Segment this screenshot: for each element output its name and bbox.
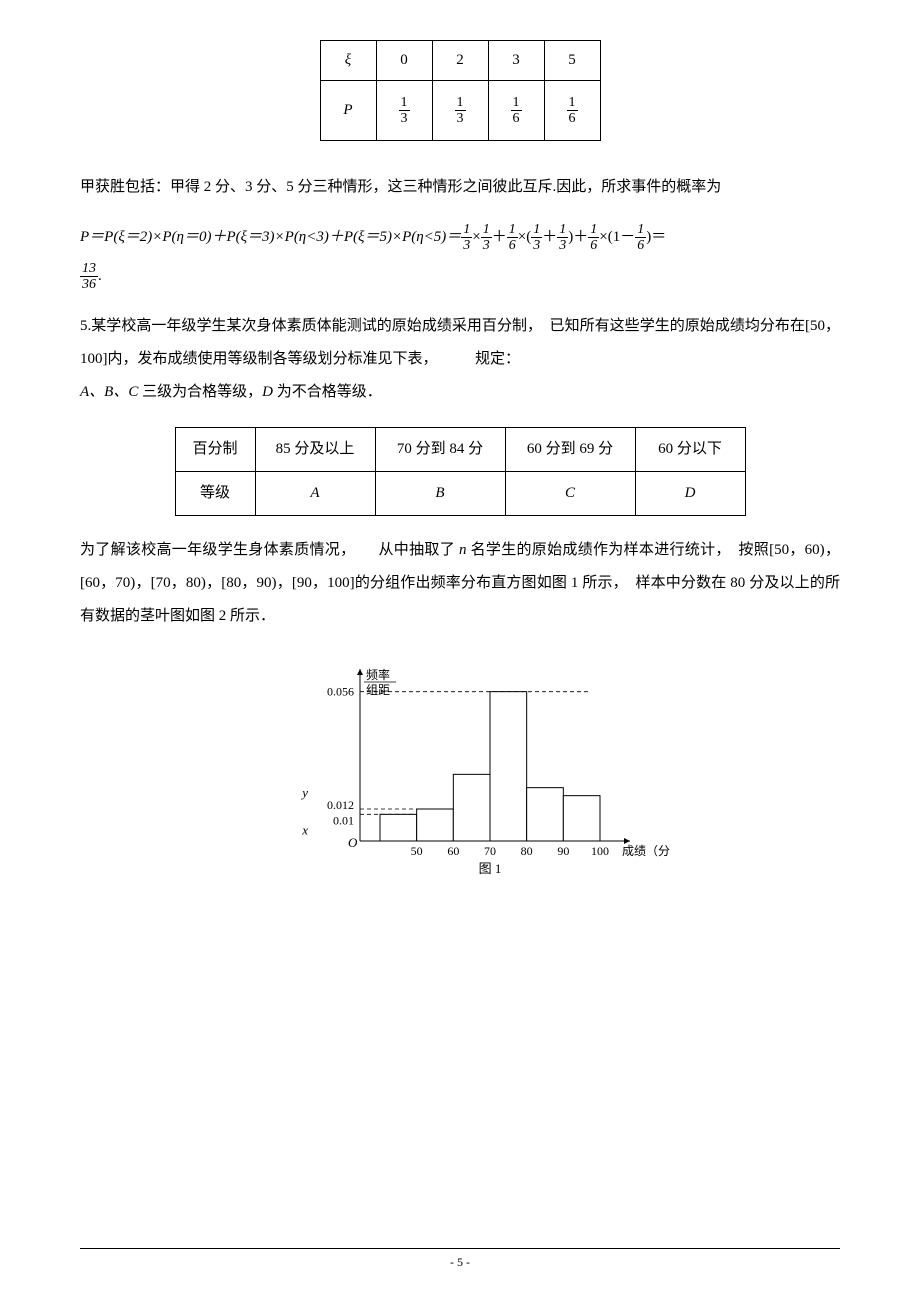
svg-text:x: x <box>301 822 308 837</box>
grade-col-2: C <box>505 472 635 516</box>
page-number: - 5 - <box>450 1255 470 1269</box>
svg-text:50: 50 <box>411 844 423 858</box>
paragraph-win-cases: 甲获胜包括：甲得 2 分、3 分、5 分三种情形，这三种情形之间彼此互斥.因此，… <box>80 171 840 204</box>
grade-col-1: B <box>375 472 505 516</box>
svg-text:90: 90 <box>557 844 569 858</box>
p-col-0: 13 <box>376 81 432 141</box>
xi-header: ξ <box>320 41 376 81</box>
probability-equation: P＝P(ξ＝2)×P(η＝0)＋P(ξ＝3)×P(η<3)＋P(ξ＝5)×P(η… <box>80 218 840 296</box>
svg-text:60: 60 <box>447 844 459 858</box>
svg-text:100: 100 <box>591 844 609 858</box>
grade-col-3: D <box>635 472 745 516</box>
grade-header: 等级 <box>175 472 255 516</box>
svg-text:频率: 频率 <box>366 667 390 682</box>
grade-criteria-table: 百分制 85 分及以上 70 分到 84 分 60 分到 69 分 60 分以下… <box>175 427 746 516</box>
svg-text:组距: 组距 <box>366 683 390 697</box>
xi-col-0: 0 <box>376 41 432 81</box>
score-col-3: 60 分以下 <box>635 428 745 472</box>
svg-text:80: 80 <box>521 844 533 858</box>
svg-text:0.056: 0.056 <box>327 685 354 699</box>
svg-text:图 1: 图 1 <box>479 861 502 876</box>
xi-col-1: 2 <box>432 41 488 81</box>
paragraph-sampling: 为了解该校高一年级学生身体素质情况， 从中抽取了 n 名学生的原始成绩作为样本进… <box>80 534 840 633</box>
svg-text:y: y <box>300 785 308 800</box>
grade-col-0: A <box>255 472 375 516</box>
problem-5-text: 5.某学校高一年级学生某次身体素质体能测试的原始成绩采用百分制， 已知所有这些学… <box>80 310 840 409</box>
score-col-1: 70 分到 84 分 <box>375 428 505 472</box>
p-col-2: 16 <box>488 81 544 141</box>
p-col-1: 13 <box>432 81 488 141</box>
score-header: 百分制 <box>175 428 255 472</box>
xi-distribution-table: ξ 0 2 3 5 P 13 13 16 16 <box>320 40 601 141</box>
svg-text:0.012: 0.012 <box>327 798 354 812</box>
page-footer: - 5 - <box>80 1248 840 1274</box>
score-col-0: 85 分及以上 <box>255 428 375 472</box>
svg-text:O: O <box>348 835 358 850</box>
histogram-figure-1: 0.056 0.0120.01 y x 频率组距 O 50 60 70 80 90 100 成绩（分） 图… <box>250 651 670 881</box>
p-col-3: 16 <box>544 81 600 141</box>
p-header: P <box>320 81 376 141</box>
score-col-2: 60 分到 69 分 <box>505 428 635 472</box>
svg-text:0.01: 0.01 <box>333 813 354 827</box>
svg-text:70: 70 <box>484 844 496 858</box>
xi-col-2: 3 <box>488 41 544 81</box>
xi-col-3: 5 <box>544 41 600 81</box>
svg-text:成绩（分）: 成绩（分） <box>622 844 670 858</box>
